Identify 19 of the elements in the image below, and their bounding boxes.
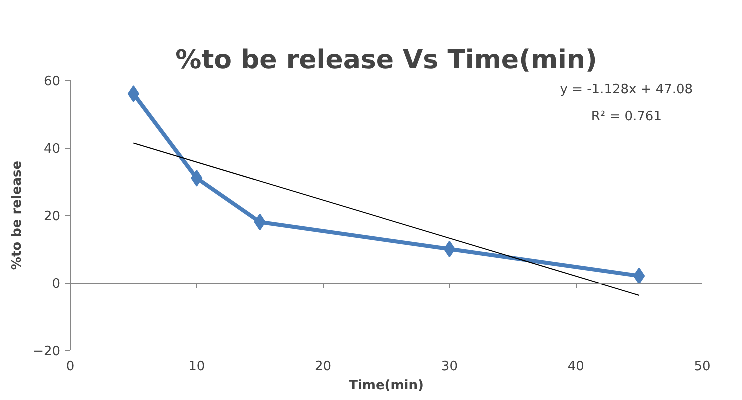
annotation: y = -1.128x + 47.08 bbox=[560, 82, 694, 98]
y-tick-label: −20 bbox=[33, 344, 61, 360]
y-axis-title: %to be release bbox=[10, 160, 26, 270]
x-tick-label: 40 bbox=[568, 360, 584, 374]
annotation: R² = 0.761 bbox=[591, 109, 662, 124]
x-axis-title: Time(min) bbox=[349, 378, 424, 394]
x-tick-label: 50 bbox=[694, 360, 711, 374]
point bbox=[633, 268, 646, 285]
point bbox=[128, 86, 140, 102]
x-tick-label: 0 bbox=[66, 360, 75, 374]
point bbox=[444, 240, 456, 258]
x-tick-label: 20 bbox=[315, 360, 332, 374]
y-tick-label: 20 bbox=[44, 210, 61, 224]
y-tick-label: 0 bbox=[52, 277, 61, 292]
x-tick-label: 30 bbox=[441, 360, 458, 374]
y-tick-label: 40 bbox=[44, 142, 61, 157]
y-tick-label: 60 bbox=[44, 74, 61, 90]
x-tick-label: 10 bbox=[188, 360, 206, 374]
chart-title: %to be release Vs Time(min) bbox=[176, 46, 598, 76]
